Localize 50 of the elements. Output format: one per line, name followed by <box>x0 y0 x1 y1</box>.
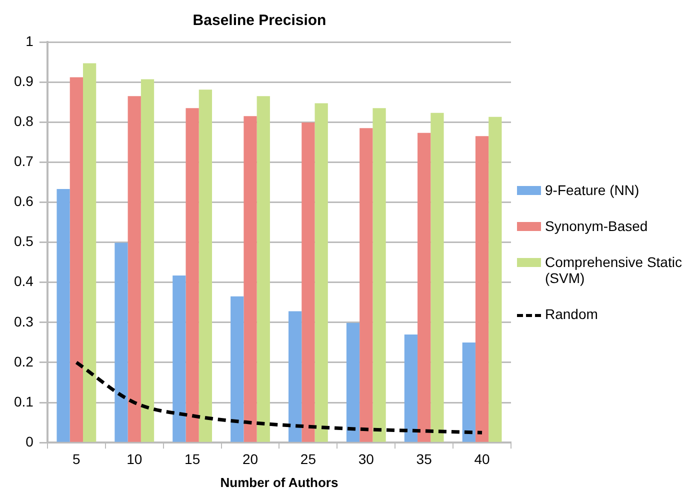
x-tick-label: 10 <box>126 450 142 467</box>
y-tick-label: 0.8 <box>14 112 34 129</box>
bar <box>418 132 431 442</box>
bar <box>198 90 212 442</box>
bar <box>70 77 83 442</box>
bar <box>288 311 302 442</box>
bar <box>244 116 257 442</box>
x-tick-label: 5 <box>72 450 81 467</box>
x-tick-label: 15 <box>184 450 200 467</box>
bar <box>475 136 489 442</box>
bar <box>114 242 128 442</box>
x-tick-label: 25 <box>300 450 316 467</box>
bar <box>430 112 444 442</box>
bar <box>372 108 386 442</box>
bar <box>360 128 373 442</box>
x-tick-label: 35 <box>416 450 432 467</box>
y-tick-label: 1 <box>26 32 34 49</box>
chart-title: Baseline Precision <box>192 12 326 30</box>
bar <box>186 108 199 442</box>
bar <box>56 189 70 442</box>
y-tick-label: 0.6 <box>14 193 34 210</box>
x-tick-label: 30 <box>358 450 374 467</box>
y-tick-label: 0.9 <box>14 72 34 89</box>
bar <box>404 334 418 442</box>
legend-label: 9-Feature (NN) <box>545 182 640 198</box>
bar <box>172 276 186 442</box>
legend-label: Comprehensive Static (SVM) <box>545 254 683 286</box>
bar <box>128 96 141 442</box>
y-tick-label: 0.2 <box>14 353 34 370</box>
bar <box>346 322 360 442</box>
x-axis-title: Number of Authors <box>220 474 338 490</box>
y-tick-label: 0.4 <box>14 273 34 290</box>
y-tick-label: 0.1 <box>14 393 34 410</box>
y-tick-label: 0 <box>26 433 34 450</box>
bar <box>302 122 315 442</box>
x-tick-label: 20 <box>242 450 258 467</box>
y-tick-label: 0.3 <box>14 313 34 330</box>
legend-label: Random <box>545 306 598 322</box>
bar <box>488 116 502 442</box>
bar <box>314 103 328 442</box>
y-tick-label: 0.7 <box>14 153 34 170</box>
bar <box>256 96 270 442</box>
x-tick-label: 40 <box>474 450 490 467</box>
bar <box>83 63 96 442</box>
line-series <box>74 360 484 434</box>
y-tick-label: 0.5 <box>14 233 34 250</box>
legend-label: Synonym-Based <box>545 218 648 234</box>
bar <box>230 296 244 442</box>
bar <box>462 342 476 442</box>
bar <box>140 79 154 442</box>
